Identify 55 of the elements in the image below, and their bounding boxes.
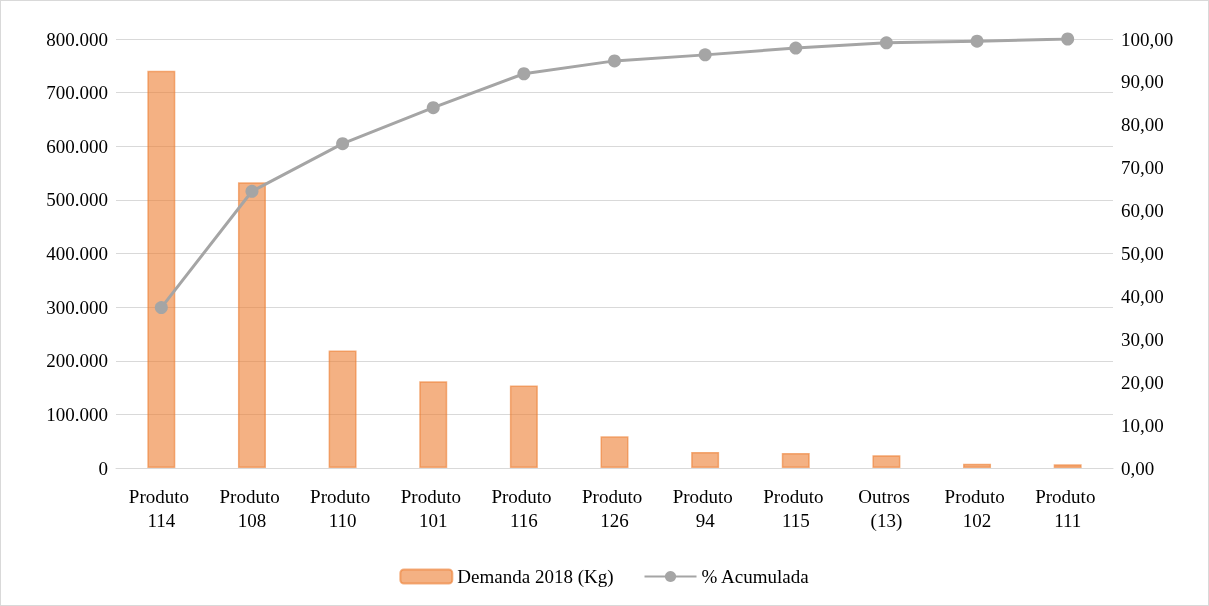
y2-tick-label: 90,00 xyxy=(1121,71,1164,93)
y2-tick-label: 0,00 xyxy=(1121,457,1155,479)
point xyxy=(789,41,803,55)
x-tick-label: Produto 116 xyxy=(491,485,557,531)
x-tick-label: Produto 110 xyxy=(310,485,376,531)
y-tick-label: 700.000 xyxy=(46,82,108,104)
point xyxy=(517,67,531,81)
y2-tick-label: 60,00 xyxy=(1121,200,1164,222)
y2-tick-label: 10,00 xyxy=(1121,414,1164,436)
y2-tick-label: 50,00 xyxy=(1121,243,1164,264)
y-tick-label: 400.000 xyxy=(46,243,108,264)
y2-tick-label: 20,00 xyxy=(1121,371,1164,393)
point xyxy=(154,301,168,315)
x-tick-label: Outros (13) xyxy=(858,485,915,532)
point xyxy=(698,48,712,62)
y-tick-label: 0 xyxy=(98,457,108,479)
bar xyxy=(963,463,992,468)
point xyxy=(426,101,440,115)
bar xyxy=(147,70,176,468)
x-tick-label: Produto 94 xyxy=(672,485,738,531)
y-tick-label: 200.000 xyxy=(46,350,108,372)
y-tick-label: 100.000 xyxy=(46,403,108,425)
point xyxy=(245,184,259,198)
y2-tick-label: 40,00 xyxy=(1121,285,1164,307)
legend-label: Demanda 2018 (Kg) xyxy=(457,566,614,588)
bar xyxy=(872,455,901,468)
x-tick-label: Produto 126 xyxy=(582,485,647,531)
point xyxy=(608,54,621,68)
x-tick-label: Produto 102 xyxy=(944,485,1010,531)
x-tick-label: Produto 111 xyxy=(1035,485,1101,531)
y2-tick-label: 70,00 xyxy=(1121,157,1164,179)
x-tick-label: Produto 115 xyxy=(763,485,829,531)
y-tick-label: 300.000 xyxy=(46,296,108,318)
point xyxy=(336,137,350,151)
bar xyxy=(691,451,720,468)
bar xyxy=(237,182,266,468)
bar xyxy=(419,381,448,468)
bar xyxy=(509,385,538,468)
y-tick-label: 500.000 xyxy=(46,189,108,211)
bar xyxy=(1053,464,1082,468)
bar xyxy=(600,436,629,468)
y-tick-label: 600.000 xyxy=(46,135,108,157)
x-tick-label: Produto 108 xyxy=(219,485,285,531)
legend-label: % Acumulada xyxy=(701,566,810,587)
y2-tick-label: 80,00 xyxy=(1121,114,1164,136)
point xyxy=(1061,32,1075,46)
y2-tick-label: 100,00 xyxy=(1121,28,1174,50)
y2-tick-label: 30,00 xyxy=(1121,328,1164,350)
bar xyxy=(781,452,810,468)
point xyxy=(970,34,984,48)
point xyxy=(879,36,893,50)
x-tick-label: Produto 101 xyxy=(400,485,466,531)
bar xyxy=(328,350,357,468)
y-tick-label: 800.000 xyxy=(46,28,108,50)
x-tick-label: Produto 114 xyxy=(128,485,194,531)
